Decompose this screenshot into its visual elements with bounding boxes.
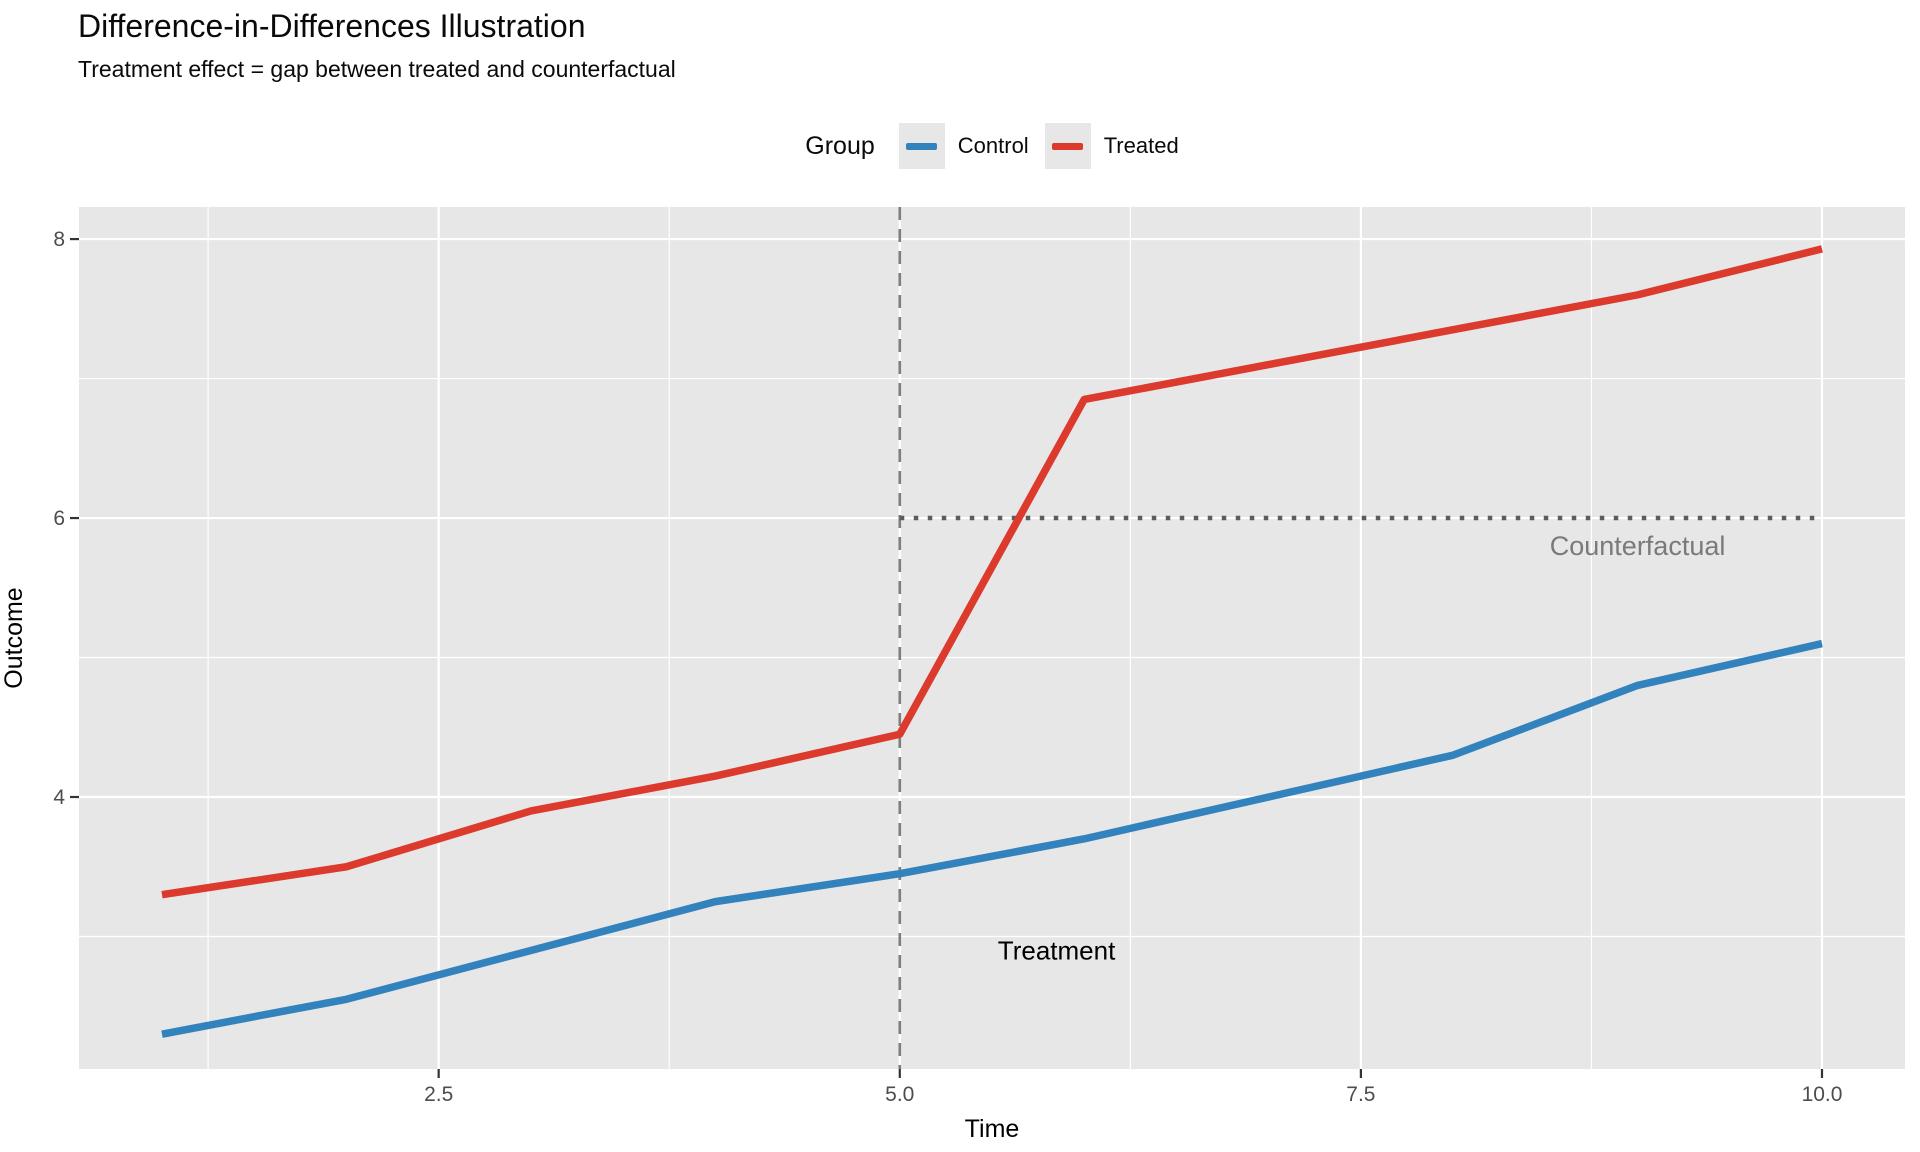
y-tick-label: 6: [53, 507, 65, 530]
y-tick-label: 4: [53, 786, 65, 809]
legend: Group Control Treated: [79, 119, 1905, 173]
y-tick-label: 8: [53, 228, 65, 251]
legend-key-treated: [1044, 123, 1091, 169]
y-axis-title: Outcome: [0, 587, 28, 688]
series-line-control: [161, 639, 1823, 1038]
annotation-treatment: Treatment: [998, 935, 1116, 965]
legend-label-treated: Treated: [1103, 133, 1179, 158]
x-tick-label: 7.5: [1346, 1083, 1375, 1106]
x-axis-title: Time: [965, 1115, 1020, 1143]
treated-line-swatch: [1052, 142, 1084, 150]
plot-title: Difference-in-Differences Illustration: [78, 8, 586, 44]
control-line-swatch: [906, 142, 938, 150]
x-tick-label: 10.0: [1802, 1083, 1843, 1106]
series-line-treated: [161, 245, 1823, 899]
legend-item-control: Control: [898, 123, 1029, 169]
x-tick-label: 5.0: [885, 1083, 914, 1106]
annotation-counterfactual: Counterfactual: [1550, 531, 1726, 561]
plot-subtitle: Treatment effect = gap between treated a…: [78, 56, 676, 82]
legend-key-control: [898, 123, 945, 169]
x-tick-label: 2.5: [424, 1083, 453, 1106]
legend-label-control: Control: [957, 133, 1029, 158]
legend-item-treated: Treated: [1044, 123, 1179, 169]
plot-panel: [79, 207, 1905, 1069]
legend-title: Group: [805, 131, 875, 160]
